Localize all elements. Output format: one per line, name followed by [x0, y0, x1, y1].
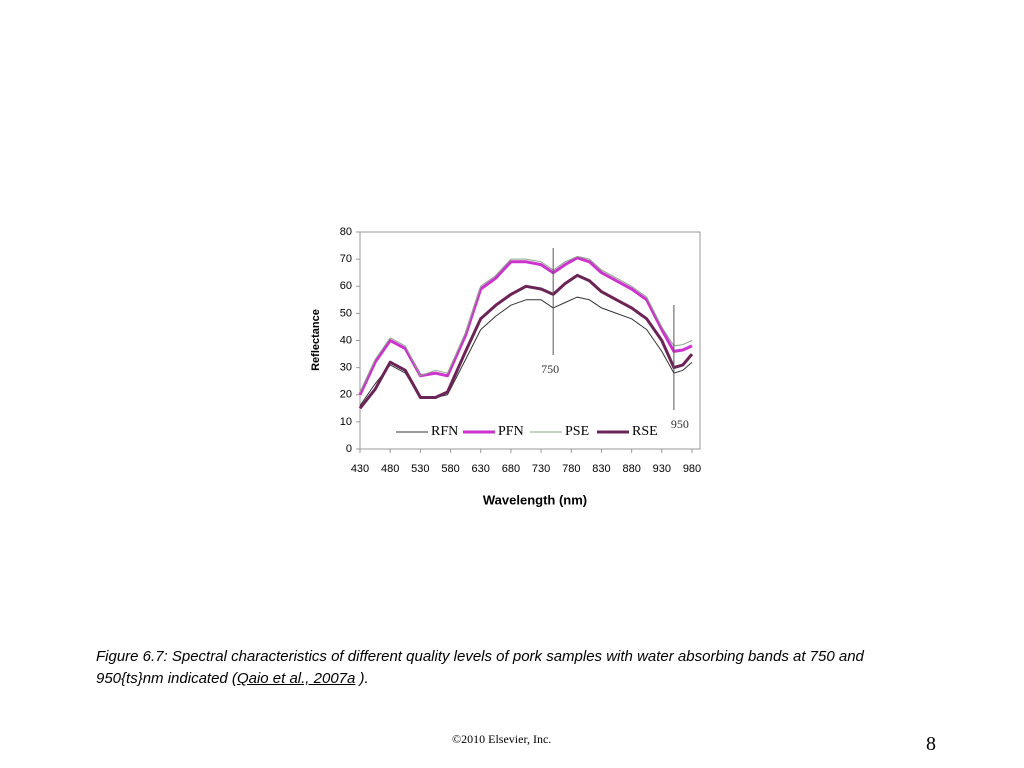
x-tick-label: 630 — [472, 463, 490, 475]
caption-end: ). — [355, 670, 369, 687]
x-tick-label: 680 — [502, 463, 520, 475]
y-axis-label: Reflectance — [310, 309, 322, 371]
citation-link[interactable]: Qaio et al., 2007a — [236, 670, 356, 687]
y-tick-label: 0 — [346, 443, 352, 455]
y-tick-label: 30 — [340, 362, 352, 374]
x-tick-label: 980 — [683, 463, 701, 475]
x-tick-label: 930 — [653, 463, 671, 475]
y-tick-label: 60 — [340, 280, 352, 292]
y-tick-label: 70 — [340, 253, 352, 265]
legend-label: PSE — [565, 424, 589, 439]
x-tick-label: 480 — [381, 463, 399, 475]
x-tick-label: 730 — [532, 463, 550, 475]
y-tick-label: 20 — [340, 389, 352, 401]
y-tick-label: 80 — [340, 226, 352, 238]
x-tick-label: 430 — [351, 463, 369, 475]
y-tick-label: 50 — [340, 307, 352, 319]
legend-label: RFN — [431, 424, 458, 439]
x-tick-label: 880 — [622, 463, 640, 475]
x-tick-label: 780 — [562, 463, 580, 475]
x-tick-label: 830 — [592, 463, 610, 475]
y-tick-label: 10 — [340, 416, 352, 428]
footer: ©2010 Elsevier, Inc. — [452, 732, 552, 746]
x-tick-label: 530 — [411, 463, 429, 475]
series-line — [358, 273, 694, 410]
y-tick-label: 40 — [340, 334, 352, 346]
band-label: 750 — [541, 362, 559, 376]
page-number: 8 — [926, 733, 936, 755]
series-line — [359, 255, 693, 393]
legend-label: PFN — [498, 424, 524, 439]
x-axis-label: Wavelength (nm) — [483, 492, 587, 507]
chart: Reflectance Wavelength (nm) 0 10 20 30 40 50 6… — [310, 226, 701, 508]
band-label: 950 — [671, 417, 689, 431]
legend-label: RSE — [632, 424, 658, 439]
caption-text: Figure 6.7: Spectral characteristics of … — [96, 648, 864, 687]
plot-frame — [359, 231, 701, 450]
caption: Figure 6.7: Spectral characteristics of … — [96, 646, 926, 690]
x-tick-label: 580 — [441, 463, 459, 475]
